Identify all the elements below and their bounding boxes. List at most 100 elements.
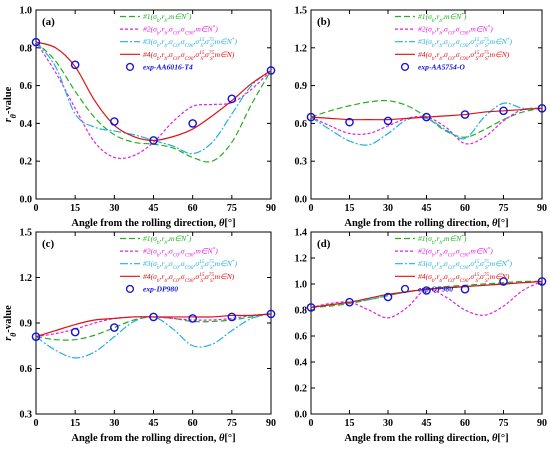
y-tick-label: 0.4: [295, 358, 308, 369]
y-tick-label: 1.2: [295, 254, 308, 265]
y-tick-label: 0.6: [295, 119, 308, 130]
exp-point: [345, 297, 354, 307]
legend-label-3: #3(σb,rb,σC0,σC90,σ15 S,σ75 S,m∈N*): [418, 259, 512, 271]
x-tick-label: 30: [383, 203, 393, 214]
exp-point: [266, 66, 276, 75]
x-tick-label: 15: [70, 203, 80, 214]
series-line-4: [35, 313, 272, 338]
series-line-4: [310, 107, 543, 121]
legend-label-1: #1(σb,rb,m∈N*): [143, 234, 192, 246]
x-tick-label: 75: [499, 418, 509, 429]
y-tick-label: 0.6: [20, 81, 33, 92]
x-tick-label: 0: [34, 418, 39, 429]
exp-point: [345, 117, 354, 127]
panel-3: 0 15 30 45 60 75 90 0.3 0.6 0.9 1.2 1.5 Angle from t…: [3, 228, 276, 445]
x-tick-label: 90: [537, 418, 547, 429]
legend-label-exp: exp-AA5754-O: [418, 62, 465, 71]
y-tick-label: 0.3: [20, 410, 33, 421]
panel-1: 0 15 30 45 60 75 90 0.0 0.2 0.4 0.6 0.8 1.0 Angle fro…: [3, 6, 276, 230]
y-tick-label: 1.5: [295, 6, 308, 17]
legend-label-2: #2(σb,rb,σC0,σC90,m∈N*): [418, 247, 493, 259]
y-tick-label: 0.8: [20, 43, 33, 54]
legend-label-2: #2(σb,rb,σC0,σC90,m∈N*): [143, 25, 218, 37]
exp-point: [537, 103, 547, 113]
y-tick-label: 0.0: [295, 410, 308, 421]
y-tick-label: 0.2: [20, 157, 33, 168]
legend-label-4: #4(σb,rb,σC0,σC90,σ15 S,σ75 S,m∈N): [143, 50, 235, 62]
legend-label-3: #3(σb,rb,σC0,σC90,σ15 S,σ75 S,m∈N*): [418, 37, 512, 49]
legend-label-exp: exp-DP980: [143, 284, 178, 293]
y-tick-label: 1.2: [295, 43, 308, 54]
y-tick-label: 0.2: [295, 384, 308, 395]
x-axis-title: Angle from the rolling direction, θ[°]: [344, 218, 508, 229]
x-tick-label: 60: [188, 203, 198, 214]
y-tick-label: 0.6: [295, 332, 308, 343]
y-tick-label: 0.3: [295, 157, 308, 168]
x-tick-label: 75: [227, 203, 237, 214]
panel-label: (c): [42, 238, 55, 250]
panel-2: 0 15 30 45 60 75 90 0.0 0.3 0.6 0.9 1.2 1.5 Angle fro…: [295, 6, 548, 230]
exp-point: [306, 112, 316, 122]
exp-point: [149, 312, 158, 322]
legend-marker-exp: [125, 284, 135, 293]
exp-point: [227, 94, 237, 104]
exp-point: [110, 323, 119, 332]
y-tick-label: 1.2: [20, 273, 33, 284]
legend-label-exp: exp-AA6016-T4: [143, 62, 193, 71]
exp-point: [31, 37, 41, 47]
x-tick-label: 0: [309, 418, 314, 429]
x-tick-label: 45: [149, 418, 159, 429]
x-tick-label: 60: [460, 418, 470, 429]
exp-point: [383, 116, 393, 126]
x-tick-label: 60: [188, 418, 198, 429]
exp-point: [383, 292, 393, 302]
y-tick-label: 1.0: [295, 280, 308, 291]
x-tick-label: 30: [383, 418, 393, 429]
y-tick-label: 1.5: [20, 228, 33, 239]
legend-label-2: #2(σb,rb,σC0,σC90,m∈N*): [418, 25, 493, 37]
series-line-4: [310, 280, 543, 308]
exp-point: [537, 277, 547, 286]
y-tick-label: 0.8: [295, 306, 308, 317]
x-tick-label: 45: [422, 418, 432, 429]
y-axis-title: rθ-value: [3, 305, 18, 341]
legend-label-1: #1(σb,rb,m∈N*): [418, 234, 467, 246]
x-tick-label: 90: [266, 203, 276, 214]
y-tick-label: 0.6: [20, 364, 33, 375]
x-axis-title: Angle from the rolling direction, θ[°]: [71, 218, 235, 229]
exp-point: [227, 312, 237, 322]
y-tick-label: 0.0: [20, 195, 33, 206]
legend-label-4: #4(σb,rb,σC0,σC90,σ15 S,σ75 S,m∈N): [418, 272, 510, 284]
y-tick-label: 1.4: [295, 228, 308, 239]
legend-label-4: #4(σb,rb,σC0,σC90,σ15 S,σ75 S,m∈N): [143, 272, 235, 284]
x-tick-label: 45: [422, 203, 432, 214]
y-tick-label: 0.0: [295, 195, 308, 206]
x-tick-label: 30: [109, 203, 119, 214]
x-tick-label: 90: [266, 418, 276, 429]
series-line-4: [35, 41, 272, 142]
exp-point: [70, 60, 80, 70]
y-tick-label: 0.9: [20, 319, 33, 330]
series-line-3: [35, 41, 272, 155]
x-axis-title: Angle from the rolling direction, θ[°]: [344, 433, 508, 444]
legend-label-3: #3(σb,rb,σC0,σC90,σ15 S,σ75 S,m∈N*): [143, 259, 237, 271]
exp-point: [422, 286, 431, 295]
exp-point: [188, 119, 197, 128]
x-axis-title: Angle from the rolling direction, θ[°]: [71, 433, 235, 444]
exp-point: [70, 327, 80, 337]
exp-point: [460, 110, 470, 119]
exp-point: [422, 112, 431, 122]
panel-label: (d): [317, 238, 331, 250]
x-tick-label: 15: [345, 418, 355, 429]
x-tick-label: 0: [309, 203, 314, 214]
x-tick-label: 30: [109, 418, 119, 429]
exp-point: [306, 303, 316, 312]
exp-point: [31, 332, 41, 341]
legend-marker-exp: [400, 62, 410, 71]
x-tick-label: 15: [345, 203, 355, 214]
legend-label-1: #1(σb,rb,m∈N*): [143, 12, 192, 24]
series-line-3: [310, 102, 543, 146]
exp-point: [499, 106, 508, 116]
legend-label-exp: exp-QP980: [418, 284, 453, 293]
